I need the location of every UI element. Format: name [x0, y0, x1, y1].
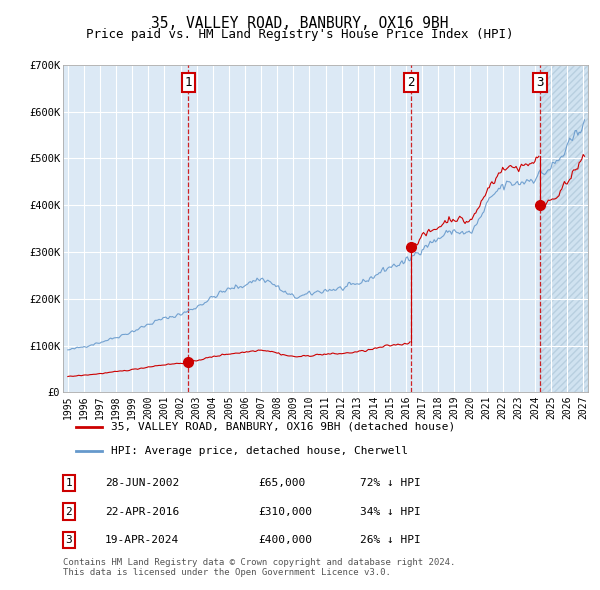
Text: £400,000: £400,000 [258, 535, 312, 545]
Text: 34% ↓ HPI: 34% ↓ HPI [360, 507, 421, 516]
Text: 26% ↓ HPI: 26% ↓ HPI [360, 535, 421, 545]
Text: £310,000: £310,000 [258, 507, 312, 516]
Text: 72% ↓ HPI: 72% ↓ HPI [360, 478, 421, 488]
Bar [541, 65, 588, 392]
Text: £65,000: £65,000 [258, 478, 305, 488]
Text: 22-APR-2016: 22-APR-2016 [105, 507, 179, 516]
Text: 28-JUN-2002: 28-JUN-2002 [105, 478, 179, 488]
Bar [541, 65, 588, 392]
Text: 35, VALLEY ROAD, BANBURY, OX16 9BH (detached house): 35, VALLEY ROAD, BANBURY, OX16 9BH (deta… [110, 421, 455, 431]
Text: 19-APR-2024: 19-APR-2024 [105, 535, 179, 545]
Text: 3: 3 [65, 535, 73, 545]
Text: Price paid vs. HM Land Registry's House Price Index (HPI): Price paid vs. HM Land Registry's House … [86, 28, 514, 41]
Text: 1: 1 [185, 76, 192, 89]
Text: 3: 3 [536, 76, 544, 89]
Text: 2: 2 [407, 76, 415, 89]
Text: 1: 1 [65, 478, 73, 488]
Text: 2: 2 [65, 507, 73, 516]
Text: 35, VALLEY ROAD, BANBURY, OX16 9BH: 35, VALLEY ROAD, BANBURY, OX16 9BH [151, 16, 449, 31]
Text: Contains HM Land Registry data © Crown copyright and database right 2024.
This d: Contains HM Land Registry data © Crown c… [63, 558, 455, 577]
Text: HPI: Average price, detached house, Cherwell: HPI: Average price, detached house, Cher… [110, 445, 407, 455]
